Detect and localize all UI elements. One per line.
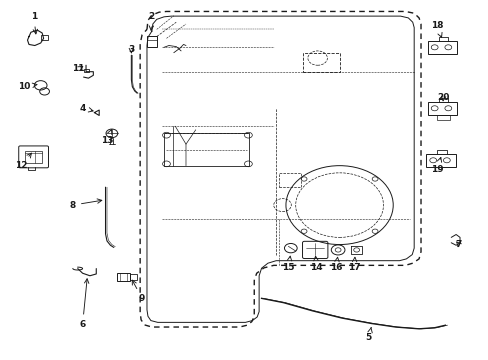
Bar (436, 116, 449, 121)
Text: 14: 14 (310, 256, 322, 273)
Text: 13: 13 (101, 130, 113, 145)
Text: 9: 9 (132, 280, 145, 303)
Text: 11: 11 (72, 64, 85, 73)
Bar (163, 134, 249, 166)
Text: 15: 15 (282, 256, 294, 273)
Bar (427, 102, 456, 116)
Text: 3: 3 (128, 45, 134, 54)
Bar (427, 41, 456, 54)
Text: 2: 2 (148, 12, 155, 30)
Bar (83, 69, 89, 72)
Text: 8: 8 (70, 199, 102, 210)
Text: 19: 19 (430, 157, 443, 174)
Text: 1: 1 (31, 12, 38, 34)
Text: 5: 5 (365, 328, 371, 342)
Text: 6: 6 (80, 279, 89, 329)
Text: 4: 4 (79, 104, 93, 113)
Bar (426, 154, 455, 167)
Bar (41, 35, 47, 40)
Text: 10: 10 (18, 82, 37, 91)
Bar (130, 274, 137, 280)
Text: 20: 20 (436, 93, 448, 102)
Text: 12: 12 (15, 153, 31, 170)
Text: 18: 18 (430, 21, 443, 37)
Text: 17: 17 (347, 257, 360, 273)
Bar (147, 36, 157, 46)
Bar (117, 273, 130, 281)
Bar (278, 173, 300, 187)
Bar (25, 150, 42, 163)
Text: 16: 16 (329, 257, 342, 273)
Bar (303, 53, 339, 72)
Text: 7: 7 (455, 240, 461, 249)
